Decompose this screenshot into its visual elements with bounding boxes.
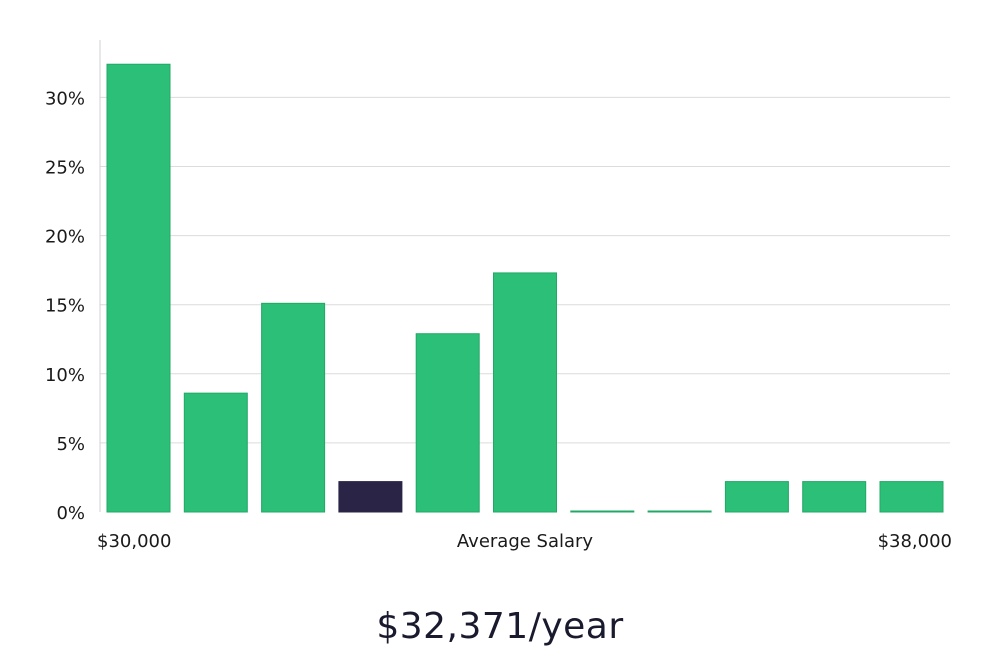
y-tick-labels: 0% 5% 10% 15% 20% 25% 30% xyxy=(45,88,85,524)
average-salary-summary: $32,371/year xyxy=(376,606,624,647)
bar xyxy=(415,333,480,513)
y-tick-label: 25% xyxy=(45,158,85,179)
y-tick-label: 15% xyxy=(45,296,85,317)
y-tick-label: 30% xyxy=(45,88,85,109)
bar xyxy=(183,392,248,513)
y-tick-label: 20% xyxy=(45,227,85,248)
bar xyxy=(879,481,944,513)
x-end-label: $38,000 xyxy=(878,531,952,552)
bar xyxy=(724,481,789,513)
x-axis-title: Average Salary xyxy=(457,531,594,552)
bar xyxy=(106,63,171,513)
x-start-label: $30,000 xyxy=(97,531,171,552)
bar xyxy=(570,510,635,513)
bars xyxy=(106,63,944,513)
bar xyxy=(647,510,712,513)
y-tick-label: 0% xyxy=(56,503,85,524)
salary-histogram: 0% 5% 10% 15% 20% 25% 30% $30,000 Average Sala… xyxy=(45,40,952,552)
bar xyxy=(261,302,326,513)
bar xyxy=(802,481,867,513)
y-tick-label: 5% xyxy=(56,434,85,455)
bar xyxy=(493,272,557,513)
y-tick-label: 10% xyxy=(45,365,85,386)
bar-highlighted xyxy=(338,481,403,513)
